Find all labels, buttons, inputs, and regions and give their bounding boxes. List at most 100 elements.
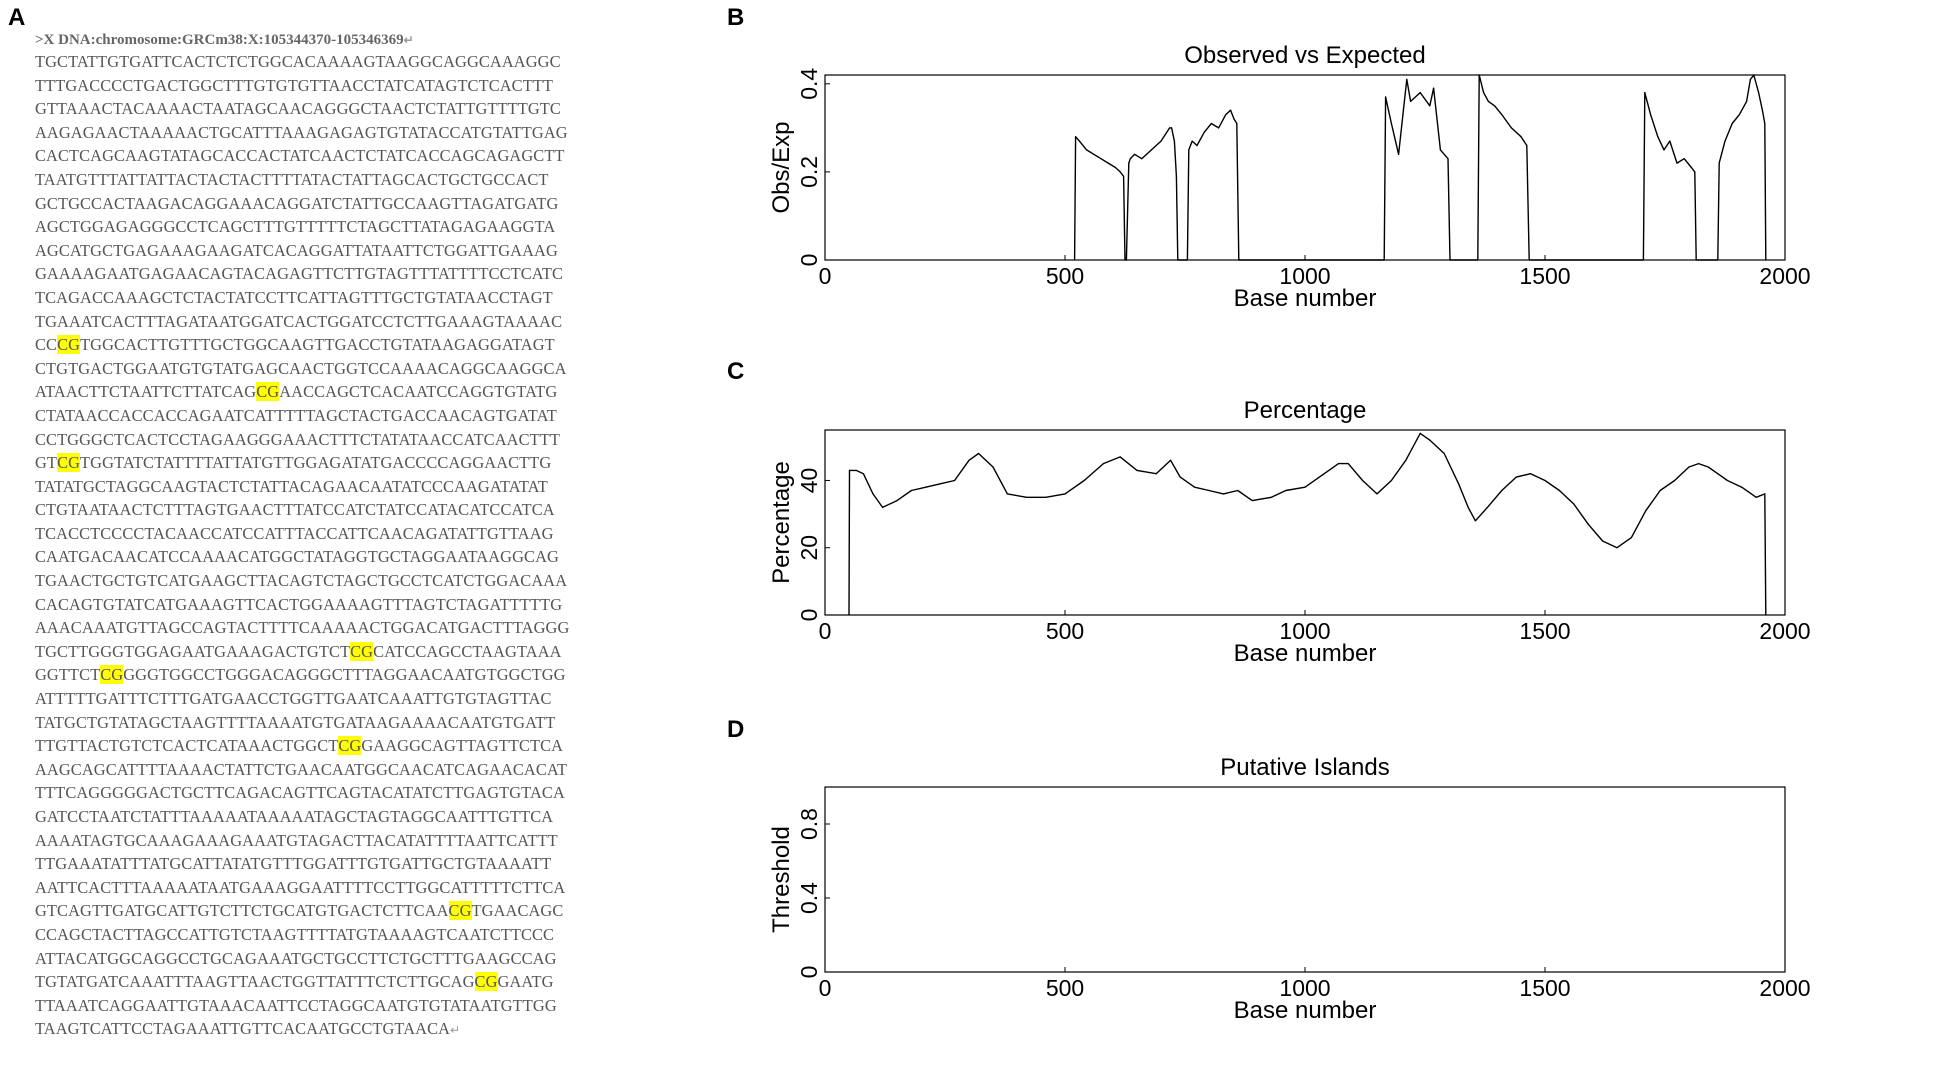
data-point bbox=[1698, 463, 1700, 465]
data-point bbox=[1616, 547, 1618, 549]
data-point bbox=[1406, 78, 1408, 80]
data-point bbox=[1237, 489, 1239, 492]
cg-highlight: CG bbox=[474, 972, 498, 992]
data-point bbox=[1486, 506, 1488, 508]
data-point bbox=[1166, 131, 1168, 133]
data-point bbox=[925, 486, 927, 488]
y-tick-label: 0.8 bbox=[796, 808, 822, 840]
sequence-line: TAATGTTTATTATTACTACTACTTTTATACTATTAGCACT… bbox=[35, 169, 549, 189]
data-point bbox=[1642, 259, 1644, 261]
series-line bbox=[848, 432, 1767, 616]
sequence-line: TCAGACCAAAGCTCTACTATCCTTCATTAGTTTGCTGTAT… bbox=[35, 287, 553, 307]
series-line bbox=[1073, 74, 1767, 261]
sequence-line: TTGTTACTGTCTCACTCATAAACTGGCTCGGAAGGCAGTT… bbox=[35, 736, 564, 756]
data-point bbox=[1390, 122, 1392, 125]
data-point bbox=[1405, 459, 1407, 461]
data-point bbox=[1160, 140, 1162, 142]
data-point bbox=[1717, 473, 1719, 475]
data-point bbox=[1155, 473, 1157, 475]
chart-putative-islands: Putative Islands 0 500 1000 1500 2000 0 0.4 0.8 B… bbox=[768, 754, 1811, 1024]
data-point bbox=[1663, 149, 1665, 151]
data-point bbox=[1134, 153, 1136, 155]
data-point bbox=[1755, 496, 1757, 498]
plot-frame bbox=[824, 786, 1786, 973]
data-point bbox=[862, 473, 864, 475]
data-point bbox=[1075, 136, 1077, 138]
data-point bbox=[1006, 493, 1008, 495]
plot-frame bbox=[824, 429, 1786, 616]
data-point bbox=[1544, 479, 1546, 482]
data-point bbox=[1026, 496, 1028, 498]
data-point bbox=[1501, 114, 1503, 116]
panel-letter-d: D bbox=[727, 716, 745, 743]
data-point bbox=[1175, 175, 1177, 177]
chart-title: Percentage bbox=[1244, 397, 1367, 424]
data-point bbox=[1186, 259, 1188, 261]
sequence-line: CACAGTGTATCATGAAAGTTCACTGGAAAAGTTTAGTCTA… bbox=[35, 594, 563, 614]
x-axis-label: Base number bbox=[1234, 285, 1377, 312]
data-point bbox=[1064, 493, 1066, 495]
data-point bbox=[855, 469, 857, 471]
data-point bbox=[1724, 140, 1726, 142]
x-tick-label: 500 bbox=[1046, 618, 1084, 644]
y-tick-label: 0 bbox=[796, 609, 822, 622]
data-point bbox=[1136, 469, 1138, 471]
data-point bbox=[1764, 122, 1766, 125]
x-tick-label: 0 bbox=[819, 975, 832, 1001]
data-point bbox=[1478, 74, 1480, 76]
data-point bbox=[1083, 479, 1085, 482]
sequence-line: CCTGGGCTCACTCCTAGAAGGGAAACTTTCTATATAACCA… bbox=[35, 429, 560, 449]
cg-highlight: CG bbox=[256, 382, 280, 402]
sequence-line: CAATGACAACATCCAAAACATGGCTATAGGTGCTAGGAAT… bbox=[35, 547, 559, 567]
y-tick-label: 40 bbox=[796, 468, 822, 494]
data-point bbox=[1694, 171, 1696, 173]
data-point bbox=[1765, 259, 1767, 261]
data-point bbox=[1645, 510, 1647, 512]
data-point bbox=[1177, 259, 1179, 261]
data-point bbox=[1225, 114, 1227, 116]
sequence-line: ATTACATGGCAGGCCTGCAGAAATGCTGCCTTCTGCTTTG… bbox=[35, 948, 557, 968]
data-point bbox=[1657, 136, 1659, 138]
data-point bbox=[1119, 171, 1121, 173]
data-point bbox=[954, 479, 956, 482]
y-tick-label: 0.2 bbox=[796, 156, 822, 188]
data-point bbox=[1467, 506, 1469, 508]
data-point bbox=[1173, 140, 1175, 142]
sequence-line: ATTTTTGATTTCTTTGATGAACCTGGTTGAATCAAATTGT… bbox=[35, 689, 552, 709]
data-point bbox=[1238, 259, 1240, 261]
data-point bbox=[1203, 131, 1205, 133]
sequence-line: GCTGCCACTAAGACAGGAAACAGGATCTATTGCCAAGTTA… bbox=[35, 193, 559, 213]
x-tick-label: 0 bbox=[819, 263, 832, 289]
data-point bbox=[1558, 489, 1560, 492]
data-point bbox=[1483, 92, 1485, 94]
sequence-line: TGCTTGGGTGGAGAATGAAAGACTGTCTCGCATCCAGCCT… bbox=[35, 641, 562, 661]
chart-title: Putative Islands bbox=[1220, 754, 1389, 781]
data-point bbox=[1429, 105, 1431, 107]
data-point bbox=[1443, 452, 1445, 455]
data-point bbox=[1304, 486, 1306, 488]
cg-highlight: CG bbox=[350, 641, 374, 661]
plot-frame bbox=[824, 74, 1786, 261]
data-point bbox=[1045, 496, 1047, 498]
cg-highlight: CG bbox=[100, 665, 124, 685]
data-point bbox=[1270, 496, 1272, 498]
sequence-line: TAAGTCATTCCTAGAAATTGTTCACAATGCCTGTAACA↵ bbox=[35, 1019, 461, 1039]
data-point bbox=[978, 452, 980, 455]
sequence-lines: TGCTATTGTGATTCACTCTCTGGCACAAAAGTAAGGCAGG… bbox=[35, 50, 685, 1041]
sequence-line: AAGCAGCATTTTAAAACTATTCTGAACAATGGCAACATCA… bbox=[35, 759, 568, 779]
data-point bbox=[1447, 158, 1449, 160]
data-point bbox=[1419, 432, 1421, 434]
x-axis-label: Base number bbox=[1234, 997, 1377, 1024]
data-point bbox=[1402, 109, 1404, 111]
sequence-line: TGAACTGCTGTCATGAAGCTTACAGTCTAGCTGCCTCATC… bbox=[35, 571, 568, 591]
sequence-line: CTGTGACTGGAATGTGTATGAGCAACTGGTCCAAAACAGG… bbox=[35, 358, 567, 378]
sequence-line: CACTCAGCAAGTATAGCACCACTATCAACTCTATCACCAG… bbox=[35, 146, 565, 166]
x-tick-label: 1500 bbox=[1519, 975, 1570, 1001]
data-point bbox=[1683, 158, 1685, 160]
data-point bbox=[1285, 489, 1287, 492]
data-point bbox=[1074, 259, 1076, 261]
x-tick-label: 1000 bbox=[1279, 263, 1330, 289]
data-point bbox=[1208, 489, 1210, 492]
data-point bbox=[1630, 537, 1632, 539]
data-point bbox=[1419, 92, 1421, 94]
